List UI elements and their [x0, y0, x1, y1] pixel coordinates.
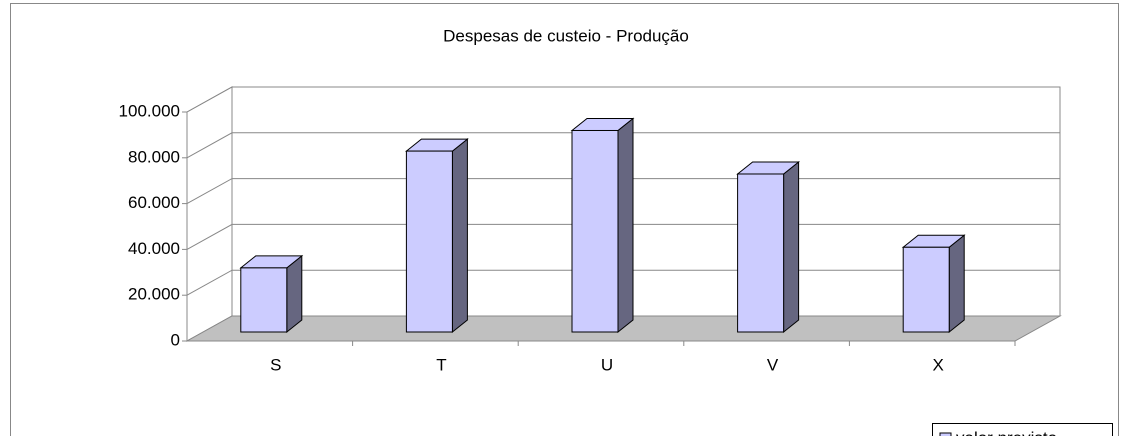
legend-swatch	[939, 432, 952, 436]
bar	[240, 267, 288, 333]
x-tick-label: V	[767, 355, 779, 374]
y-tick-label: 60.000	[128, 193, 180, 212]
y-tick-label: 0	[171, 330, 180, 349]
grid-line	[186, 132, 1060, 159]
legend-box	[932, 423, 1113, 436]
bar-side	[451, 138, 468, 334]
y-tick-label: 100.000	[119, 101, 180, 120]
bar-side	[617, 117, 634, 334]
y-tick-label: 40.000	[128, 239, 180, 258]
bar	[737, 173, 785, 333]
x-tick-label: X	[933, 355, 944, 374]
x-tick-label: U	[601, 355, 613, 374]
bar	[902, 246, 950, 333]
y-tick-label: 20.000	[128, 285, 180, 304]
bar-side	[286, 254, 303, 334]
bar-side	[783, 160, 800, 334]
chart-title: Despesas de custeio - Produção	[443, 26, 689, 45]
x-tick-label: S	[270, 355, 281, 374]
grid-line	[186, 86, 1060, 113]
bar	[405, 150, 453, 333]
legend-label: valor previsto	[956, 428, 1057, 436]
side-wall	[186, 86, 233, 342]
x-tick-label: T	[436, 355, 446, 374]
y-tick-label: 80.000	[128, 147, 180, 166]
bar-side	[948, 234, 965, 334]
bar	[571, 129, 619, 333]
